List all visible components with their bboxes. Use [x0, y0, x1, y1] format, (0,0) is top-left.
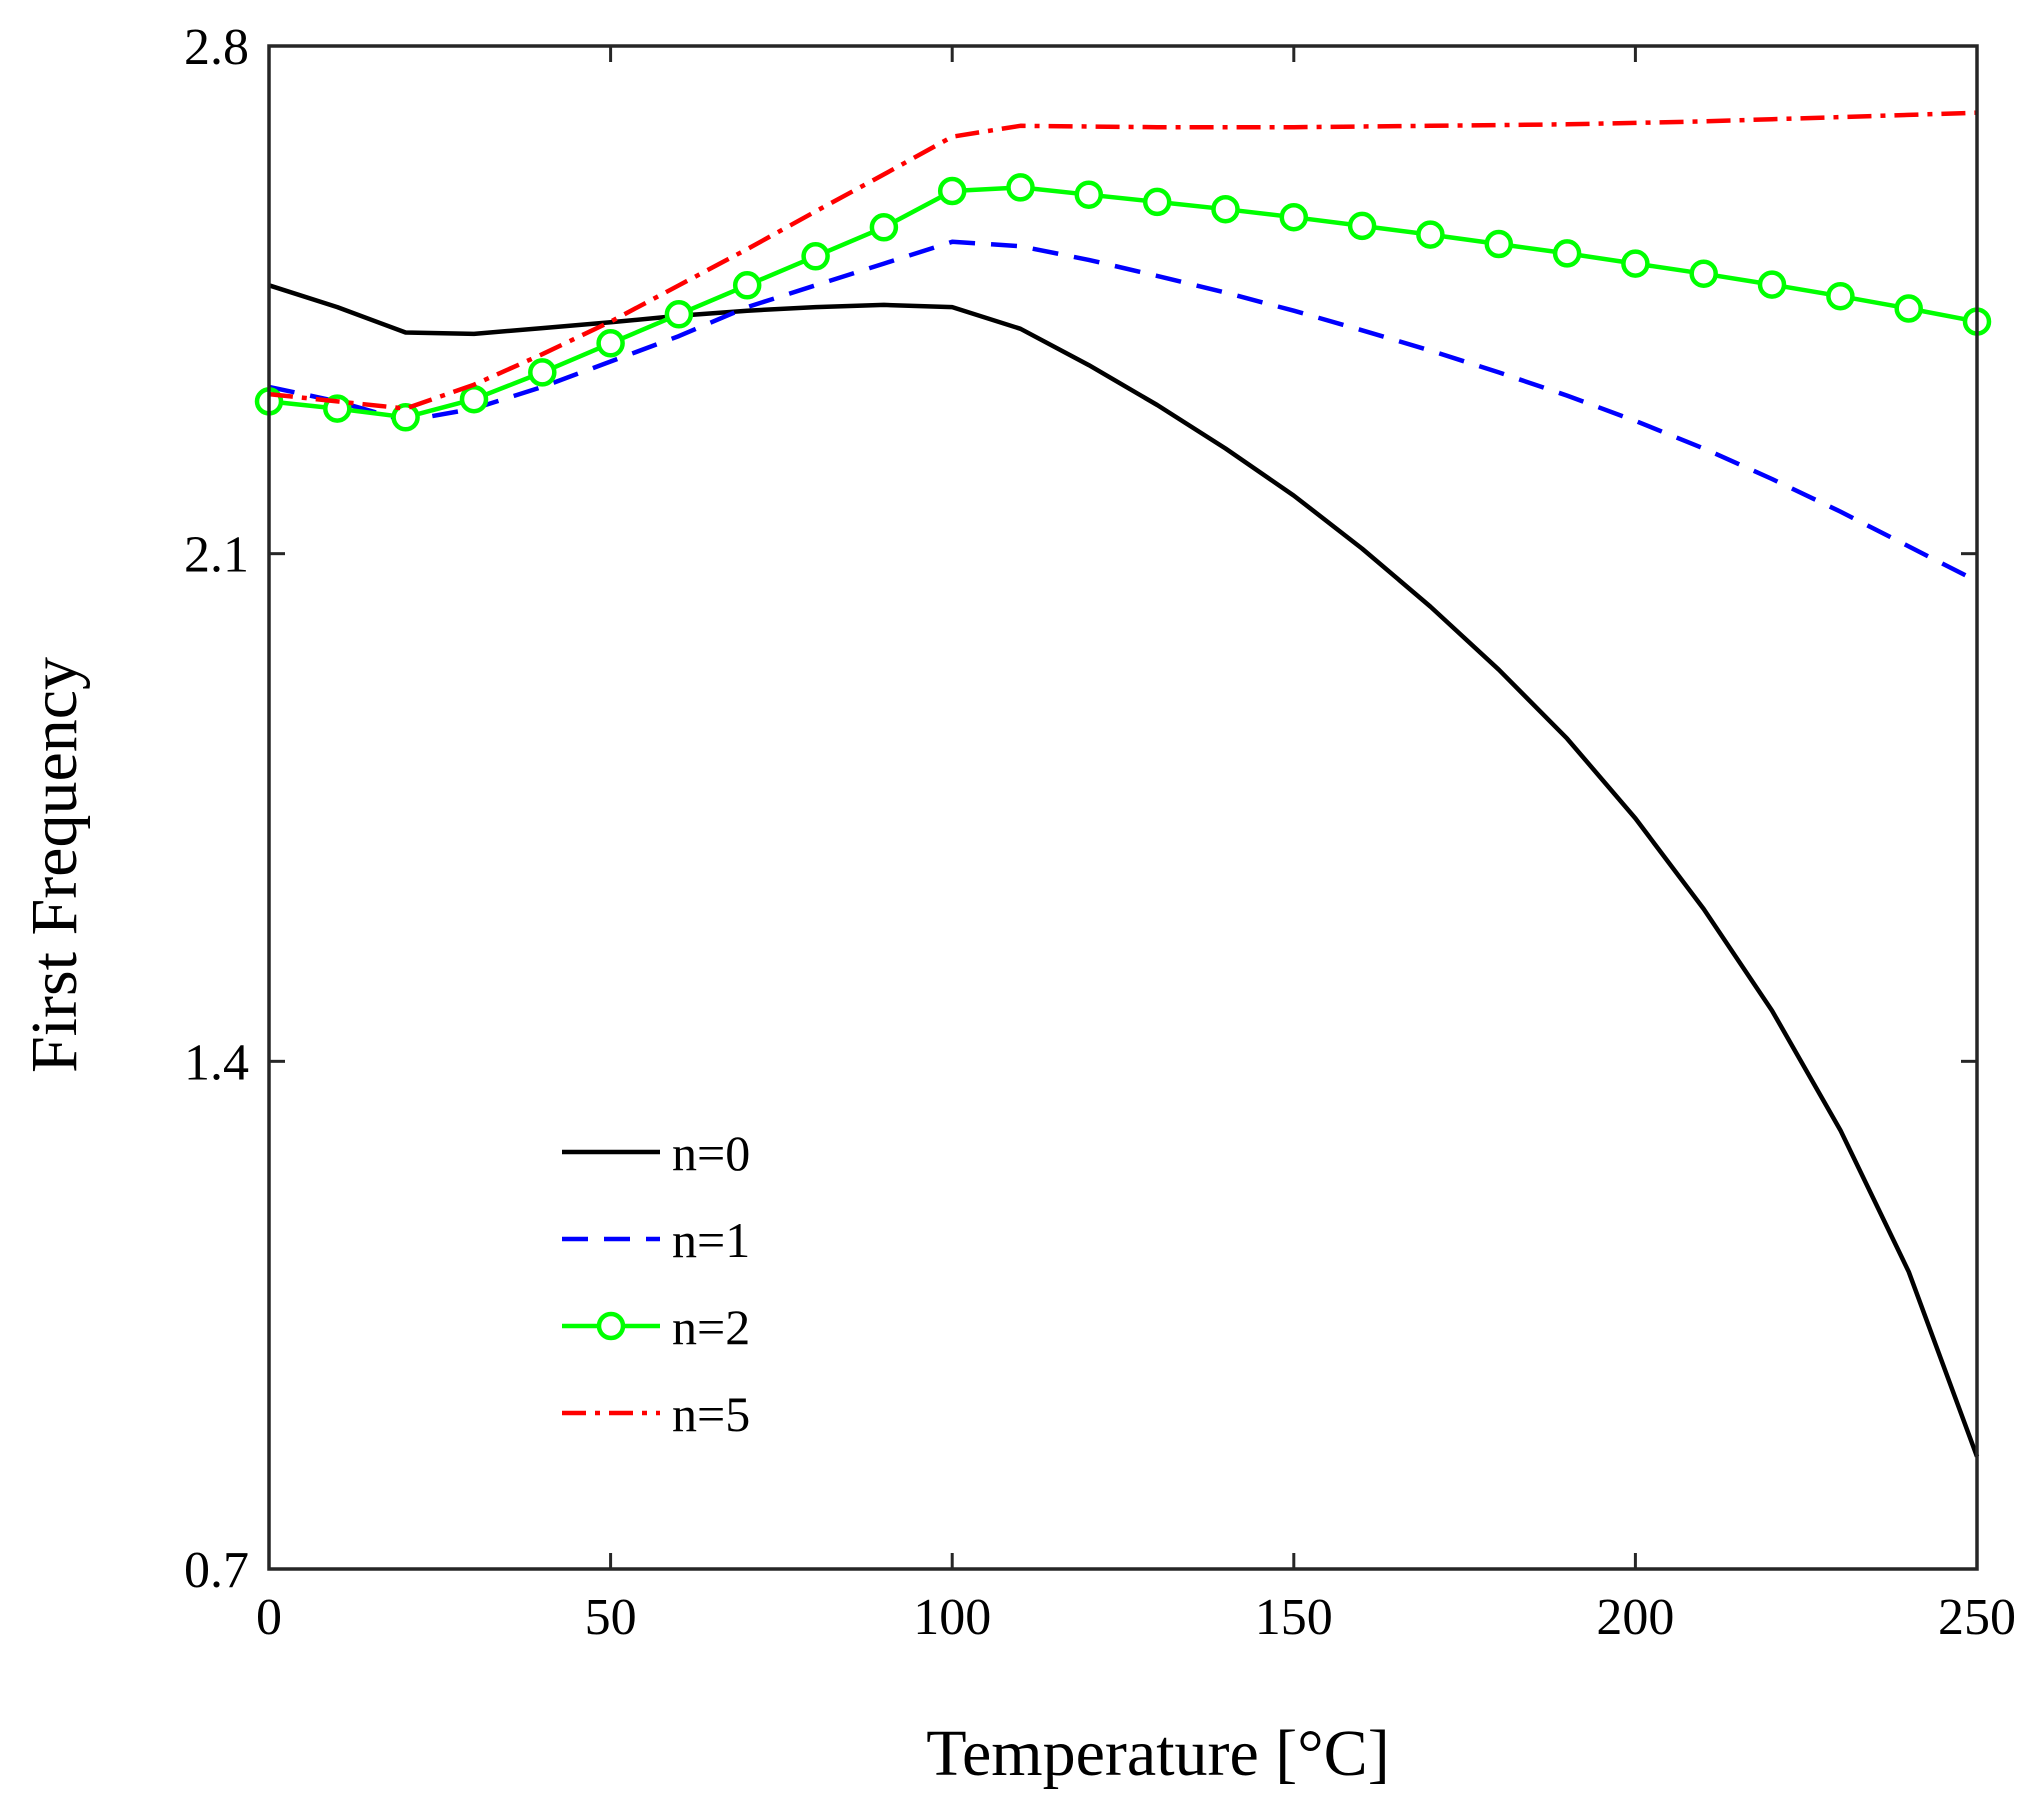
x-tick-label: 0: [256, 1589, 282, 1646]
y-tick-label: 2.8: [184, 19, 249, 76]
x-tick-label: 150: [1255, 1589, 1333, 1646]
legend-label-n=1: n=1: [672, 1212, 750, 1268]
axis-ticks: 0 50 100 150 200 250 0.7 1.4 2.1 2.8: [184, 19, 2016, 1646]
series-marker-n=2: [1006, 173, 1035, 202]
series-marker-n=2: [1894, 294, 1923, 323]
series-marker-n=2: [1142, 187, 1172, 217]
series-line-n=0: [268, 283, 1980, 1458]
legend-label-n=0: n=0: [672, 1125, 750, 1181]
y-axis-label: First Frequency: [18, 657, 91, 1073]
legend-marker-n=2: [596, 1311, 626, 1341]
series-layer: [254, 110, 1992, 1458]
series-marker-n=2: [1552, 239, 1582, 268]
x-tick-label: 50: [585, 1589, 637, 1646]
series-marker-n=2: [1347, 211, 1377, 241]
series-marker-n=2: [1621, 249, 1650, 278]
plot-frame: [267, 44, 1979, 1571]
series-marker-n=2: [937, 176, 967, 206]
series-marker-n=2: [391, 403, 420, 432]
x-tick-label: 100: [913, 1589, 991, 1646]
legend: n=0 n=1 n=2 n=5: [562, 1125, 750, 1442]
series-line-n=1: [268, 239, 1979, 584]
y-tick-label: 0.7: [184, 1542, 249, 1599]
series-marker-n=2: [1689, 259, 1718, 288]
y-tick-label: 2.1: [184, 527, 249, 584]
legend-label-n=2: n=2: [672, 1299, 750, 1355]
series-marker-n=2: [1416, 220, 1445, 249]
x-tick-label: 200: [1596, 1589, 1674, 1646]
legend-label-n=5: n=5: [672, 1386, 750, 1442]
series-marker-n=2: [596, 329, 625, 358]
series-marker-n=2: [801, 242, 830, 271]
series-marker-n=2: [1484, 229, 1514, 259]
series-marker-n=2: [869, 213, 899, 242]
x-tick-label: 250: [1938, 1589, 2016, 1646]
series-marker-n=2: [732, 271, 762, 300]
series-line-n=5: [268, 110, 1978, 411]
plot-frame-box: [267, 44, 1979, 1571]
series-marker-n=2: [528, 358, 557, 387]
series-marker-n=2: [1279, 202, 1309, 232]
y-tick-label: 1.4: [184, 1034, 249, 1091]
series-marker-n=2: [459, 384, 489, 414]
series-marker-n=2: [664, 300, 694, 329]
series-marker-n=2: [1757, 270, 1787, 299]
series-marker-n=2: [1826, 281, 1855, 311]
x-axis-label: Temperature [°C]: [926, 1717, 1389, 1790]
series-marker-n=2: [1074, 180, 1104, 209]
series-marker-n=2: [1211, 194, 1240, 224]
